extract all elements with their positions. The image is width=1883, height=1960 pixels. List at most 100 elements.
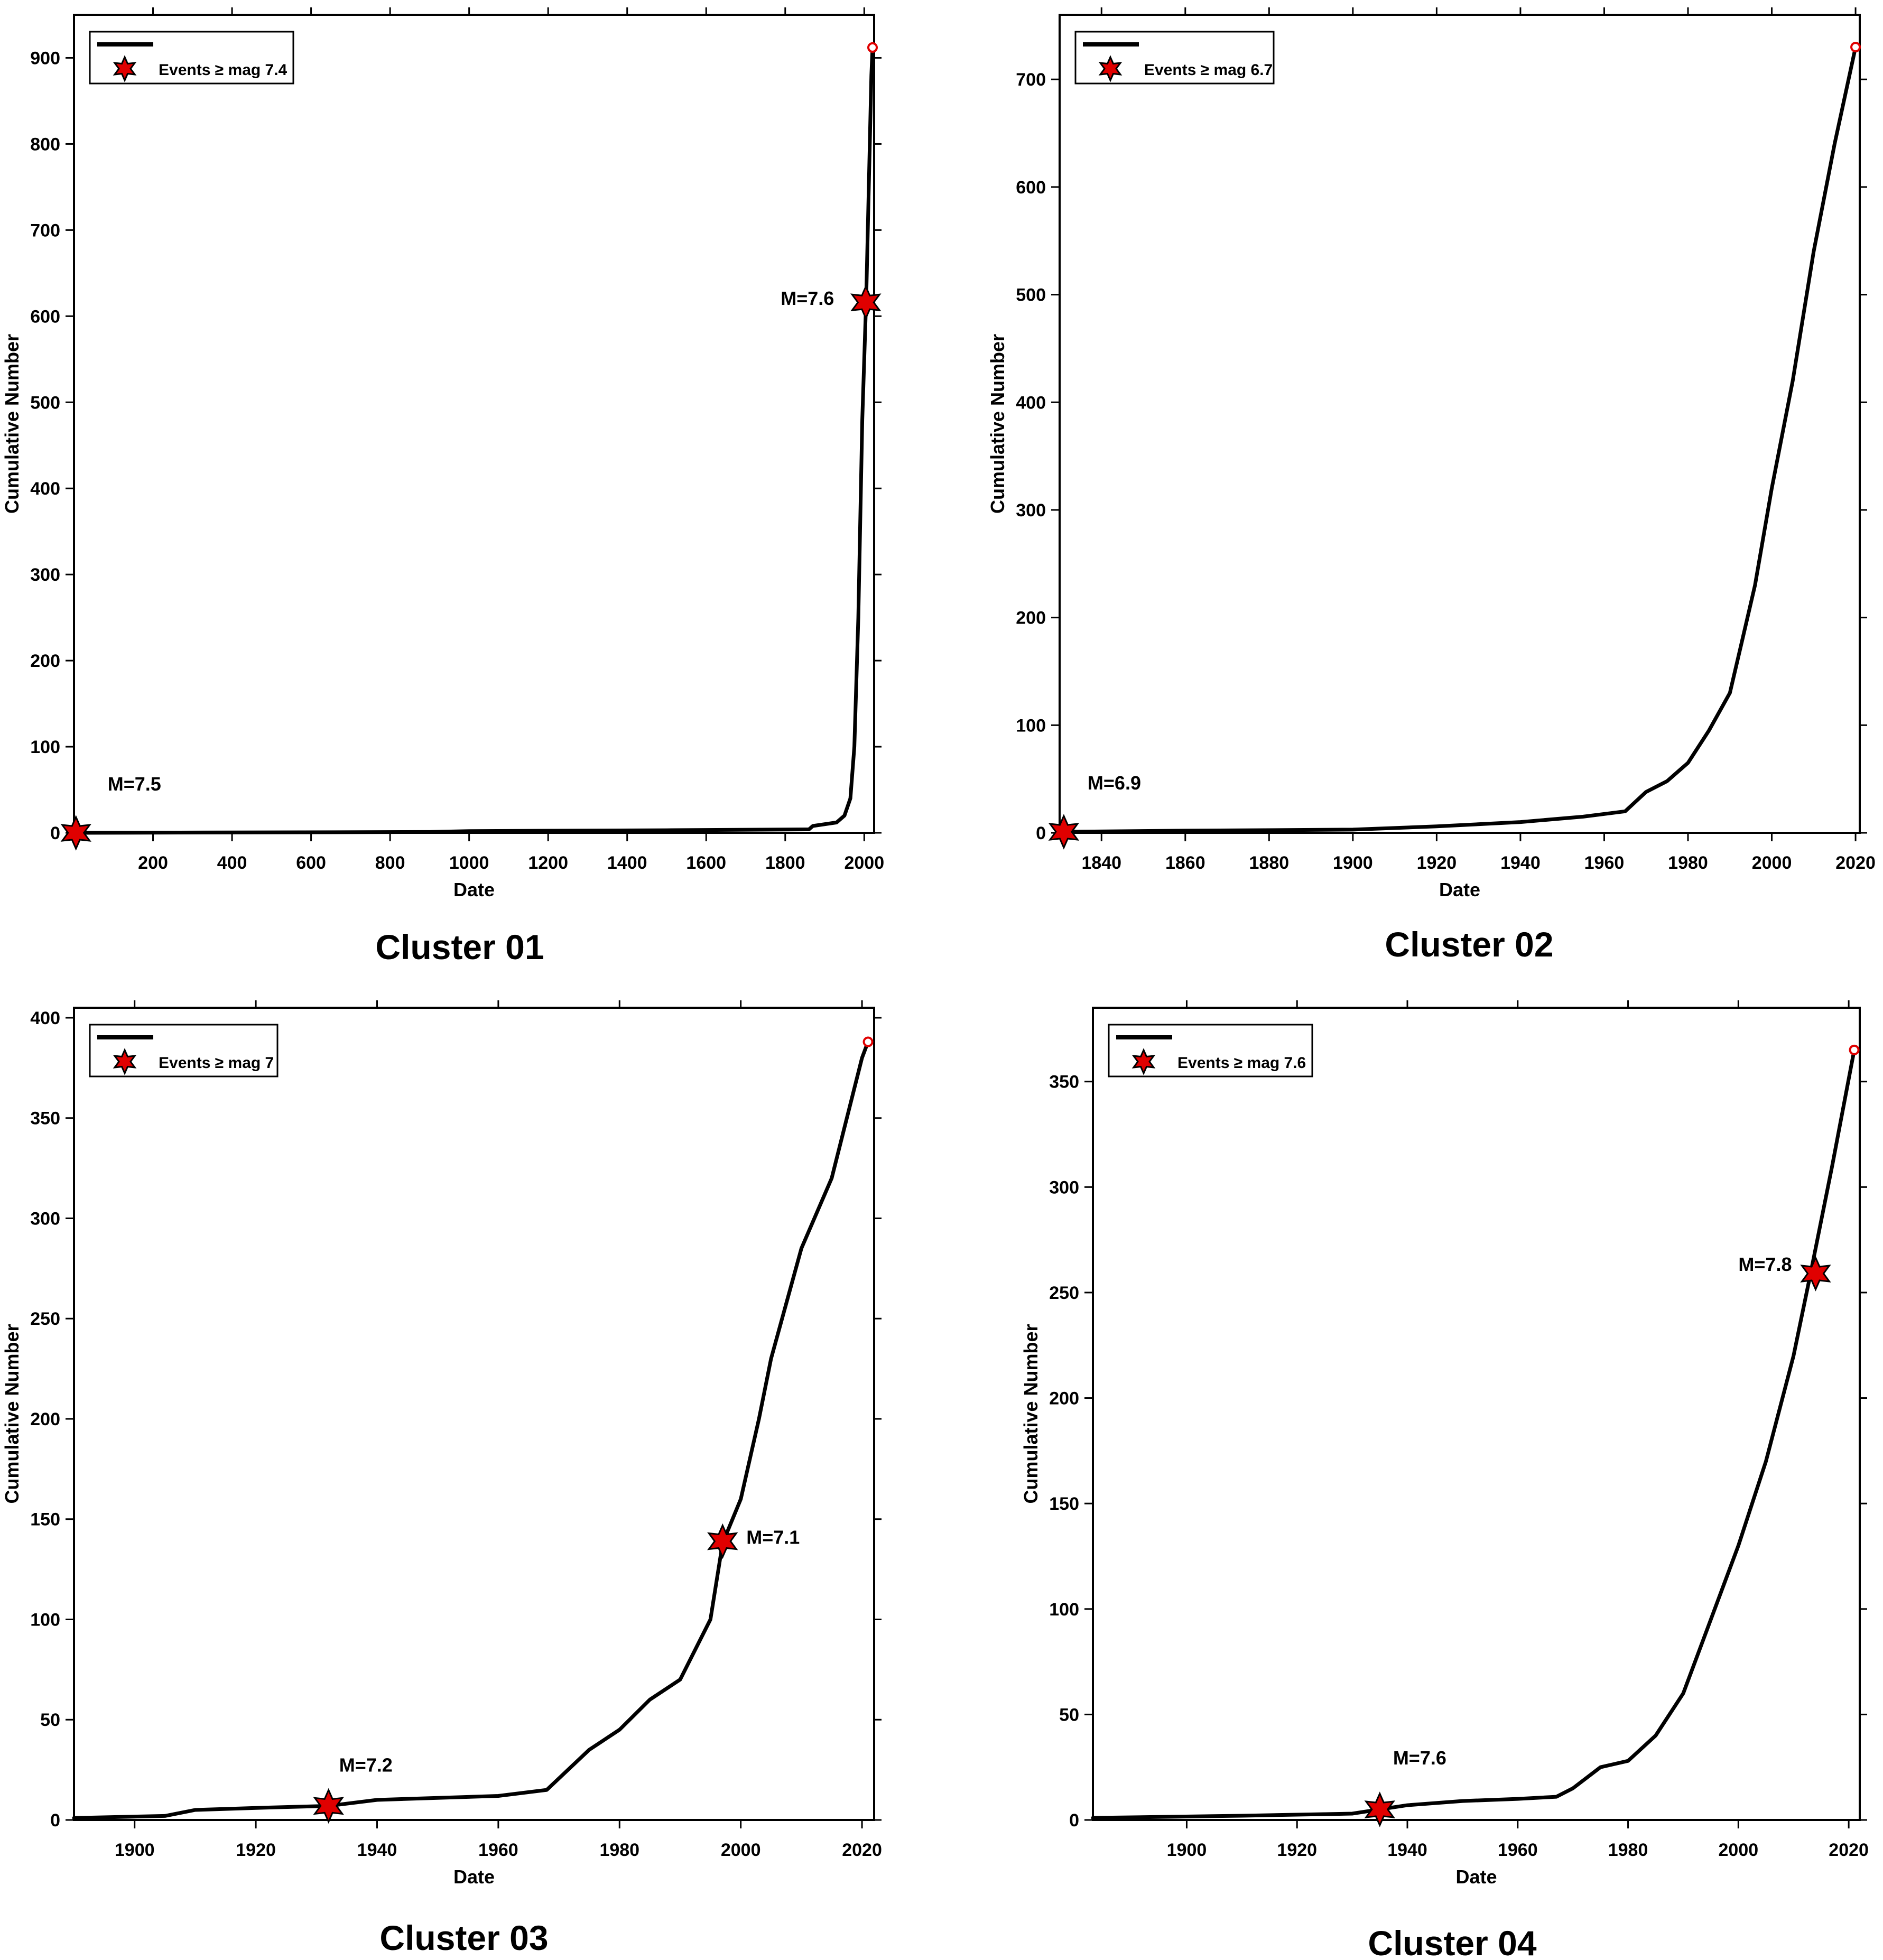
legend-star-swatch <box>113 55 137 82</box>
series-end-marker <box>1850 42 1861 53</box>
legend-star-swatch <box>1098 55 1123 82</box>
legend-star-swatch <box>113 1048 137 1075</box>
y-tick-label: 600 <box>1016 178 1046 198</box>
chart-panel-4: 1900 1920 1940 1960 1980 2000 2020 0 50 100 150 200… <box>1020 1000 1869 1960</box>
legend-label: Events ≥ mag 7 <box>159 1054 274 1072</box>
event-star-marker <box>1800 1256 1831 1292</box>
event-magnitude-label: M=6.9 <box>1088 772 1141 794</box>
y-tick-label: 300 <box>30 1209 60 1229</box>
event-star-marker <box>707 1523 738 1559</box>
y-tick-label: 150 <box>1049 1494 1079 1514</box>
y-tick-label: 300 <box>1049 1177 1079 1197</box>
cumulative-series-line <box>1091 1048 1857 1820</box>
y-tick-label: 100 <box>30 1610 60 1630</box>
event-star-marker <box>1364 1791 1396 1827</box>
x-tick-label: 800 <box>375 853 405 873</box>
y-tick-label: 700 <box>1016 70 1046 90</box>
plot-frame <box>1059 14 1861 834</box>
legend-label: Events ≥ mag 6.7 <box>1144 61 1273 79</box>
y-tick-label: 0 <box>1069 1810 1079 1831</box>
x-tick-label: 2000 <box>844 853 884 873</box>
cumulative-series-line <box>72 45 875 835</box>
event-magnitude-label: M=7.5 <box>108 773 161 795</box>
y-tick-label: 500 <box>30 393 60 413</box>
event-star-marker <box>850 284 882 320</box>
chart-panel-3: 1900 1920 1940 1960 1980 2000 2020 0 50 100 150 200… <box>1 1000 882 1957</box>
x-axis-label: Date <box>1455 1866 1497 1888</box>
x-tick-label: 1400 <box>607 853 647 873</box>
y-tick-label: 250 <box>1049 1283 1079 1303</box>
y-tick-label: 200 <box>30 651 60 671</box>
y-axis-label: Cumulative Number <box>1 1324 23 1503</box>
y-tick-label: 350 <box>1049 1072 1079 1092</box>
y-tick-label: 0 <box>50 1810 60 1831</box>
x-tick-label: 1200 <box>528 853 568 873</box>
y-axis-label: Cumulative Number <box>1 334 23 514</box>
event-star-marker <box>60 815 91 851</box>
y-tick-label: 400 <box>30 1008 60 1028</box>
x-tick-label: 1940 <box>1387 1840 1427 1860</box>
chart-panel-2: 1840 1860 1880 1900 1920 1940 1960 1980 2000 2020… <box>987 7 1876 964</box>
x-tick-label: 1860 <box>1165 853 1205 873</box>
y-tick-label: 150 <box>30 1510 60 1530</box>
y-axis-label: Cumulative Number <box>1020 1324 1042 1503</box>
y-tick-label: 100 <box>30 737 60 757</box>
x-tick-label: 1940 <box>1500 853 1541 873</box>
y-tick-label: 900 <box>30 48 60 68</box>
x-tick-label: 2020 <box>1829 1840 1869 1860</box>
y-tick-label: 50 <box>1059 1705 1079 1725</box>
x-tick-label: 1600 <box>686 853 726 873</box>
y-tick-label: 200 <box>1049 1389 1079 1409</box>
event-star-marker <box>313 1788 344 1824</box>
x-tick-label: 1900 <box>1333 853 1373 873</box>
event-magnitude-label: M=7.6 <box>781 287 834 309</box>
cumulative-series-line <box>72 1040 870 1820</box>
x-tick-label: 2020 <box>1835 853 1876 873</box>
x-tick-label: 1960 <box>1584 853 1625 873</box>
x-tick-label: 2020 <box>842 1840 882 1860</box>
y-tick-label: 100 <box>1049 1600 1079 1620</box>
cumulative-series-line <box>1062 45 1858 834</box>
plot-frame <box>73 1007 875 1821</box>
series-end-marker <box>862 1036 874 1047</box>
x-tick-label: 2000 <box>1719 1840 1759 1860</box>
legend-label: Events ≥ mag 7.6 <box>1177 1054 1306 1072</box>
y-axis-label: Cumulative Number <box>987 334 1008 514</box>
x-tick-label: 400 <box>217 853 247 873</box>
x-tick-label: 1900 <box>115 1840 155 1860</box>
event-magnitude-label: M=7.1 <box>746 1526 800 1548</box>
legend-star-swatch <box>1131 1048 1156 1075</box>
panel-caption: Cluster 02 <box>1385 925 1553 964</box>
x-tick-label: 1940 <box>357 1840 397 1860</box>
x-axis-label: Date <box>453 879 495 900</box>
x-tick-label: 1880 <box>1249 853 1290 873</box>
chart-panel-1: 200 400 600 800 1000 1200 1400 1600 1800 2000 0 100… <box>1 7 884 967</box>
x-tick-label: 1920 <box>1417 853 1457 873</box>
x-tick-label: 1920 <box>236 1840 276 1860</box>
event-star-marker <box>1048 814 1080 850</box>
y-tick-label: 0 <box>1036 823 1046 843</box>
x-tick-label: 1800 <box>765 853 805 873</box>
x-tick-label: 200 <box>138 853 168 873</box>
x-tick-label: 1900 <box>1167 1840 1207 1860</box>
event-magnitude-label: M=7.2 <box>339 1754 393 1776</box>
x-tick-label: 1920 <box>1277 1840 1317 1860</box>
event-magnitude-label: M=7.8 <box>1738 1253 1792 1275</box>
x-tick-label: 1980 <box>1608 1840 1648 1860</box>
y-tick-label: 0 <box>50 823 60 843</box>
y-tick-label: 700 <box>30 220 60 240</box>
x-tick-label: 1980 <box>599 1840 639 1860</box>
series-end-marker <box>1849 1044 1860 1055</box>
panel-caption: Cluster 03 <box>379 1918 548 1957</box>
x-tick-label: 600 <box>296 853 326 873</box>
series-end-marker <box>867 42 878 53</box>
y-tick-label: 350 <box>30 1109 60 1129</box>
panel-caption: Cluster 04 <box>1368 1924 1536 1960</box>
x-tick-label: 2000 <box>1752 853 1792 873</box>
plot-frame <box>73 14 875 834</box>
y-tick-label: 200 <box>30 1409 60 1429</box>
y-tick-label: 400 <box>1016 393 1046 413</box>
y-tick-label: 600 <box>30 306 60 327</box>
x-tick-label: 1960 <box>478 1840 518 1860</box>
